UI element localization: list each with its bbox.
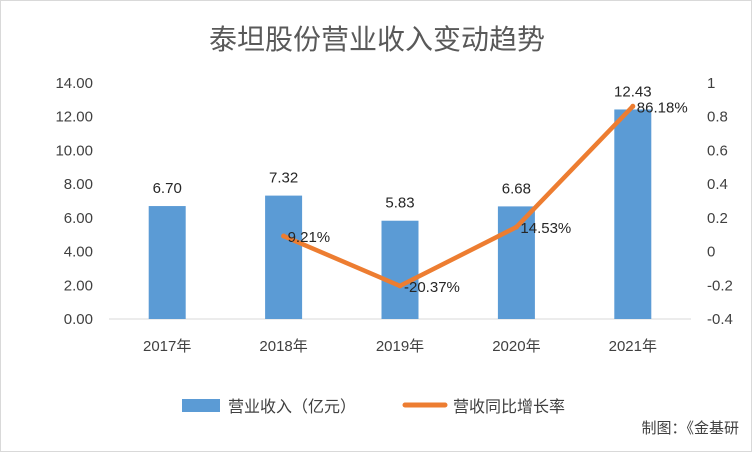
- x-axis: 2017年 2018年 2019年 2020年 2021年: [143, 338, 657, 355]
- line-point: [281, 233, 287, 239]
- legend-bar-label: 营业收入（亿元）: [228, 398, 356, 416]
- left-tick-label: 8.00: [64, 176, 93, 193]
- right-tick-label: 0.8: [707, 109, 728, 126]
- x-tick-label: 2018年: [259, 338, 307, 355]
- left-tick-label: 12.00: [55, 109, 93, 126]
- right-tick-label: 0.6: [707, 142, 728, 159]
- right-tick-label: 0.2: [707, 210, 728, 227]
- bar-data-label: 5.83: [385, 195, 414, 212]
- bar: [381, 220, 419, 319]
- line-series: [281, 103, 636, 289]
- right-tick-label: 1: [707, 75, 715, 92]
- left-tick-label: 14.00: [55, 75, 93, 92]
- left-tick-label: 4.00: [64, 244, 93, 261]
- line-data-labels: 9.21% -20.37% 14.53% 86.18%: [288, 99, 688, 296]
- bar: [148, 206, 186, 319]
- line-data-label: 14.53%: [520, 220, 571, 237]
- bar-data-label: 7.32: [269, 170, 298, 187]
- bar-data-label: 12.43: [614, 83, 652, 100]
- left-tick-label: 10.00: [55, 142, 93, 159]
- right-axis: -0.4 -0.2 0 0.2 0.4 0.6 0.8 1: [707, 75, 733, 328]
- chart-title: 泰坦股份营业收入变动趋势: [209, 24, 545, 55]
- left-tick-label: 6.00: [64, 210, 93, 227]
- bar-data-labels: 6.70 7.32 5.83 6.68 12.43: [153, 83, 652, 211]
- x-tick-label: 2021年: [609, 338, 657, 355]
- left-tick-label: 0.00: [64, 311, 93, 328]
- legend-line-label: 营收同比增长率: [453, 398, 565, 416]
- bar: [265, 195, 303, 319]
- growth-line: [281, 104, 636, 289]
- credit-text: 制图：《金基研: [641, 420, 739, 437]
- line-point: [513, 224, 519, 230]
- line-data-label: 9.21%: [288, 229, 331, 246]
- line-data-label: -20.37%: [404, 279, 460, 296]
- right-tick-label: -0.2: [707, 277, 733, 294]
- line-point: [397, 283, 403, 289]
- left-axis: 0.00 2.00 4.00 6.00 8.00 10.00 12.00 14.00: [55, 75, 93, 328]
- line-data-label: 86.18%: [637, 99, 688, 116]
- right-tick-label: -0.4: [707, 311, 733, 328]
- x-tick-label: 2017年: [143, 338, 191, 355]
- line-point: [630, 103, 636, 109]
- bar-data-label: 6.70: [153, 180, 182, 197]
- x-tick-label: 2020年: [492, 338, 540, 355]
- bar-data-label: 6.68: [502, 180, 531, 197]
- right-tick-label: 0.4: [707, 176, 728, 193]
- legend: 营业收入（亿元） 营收同比增长率: [182, 398, 565, 416]
- bar: [614, 109, 652, 319]
- x-tick-label: 2019年: [376, 338, 424, 355]
- left-tick-label: 2.00: [64, 277, 93, 294]
- right-tick-label: 0: [707, 244, 715, 261]
- legend-bar-swatch: [182, 399, 220, 412]
